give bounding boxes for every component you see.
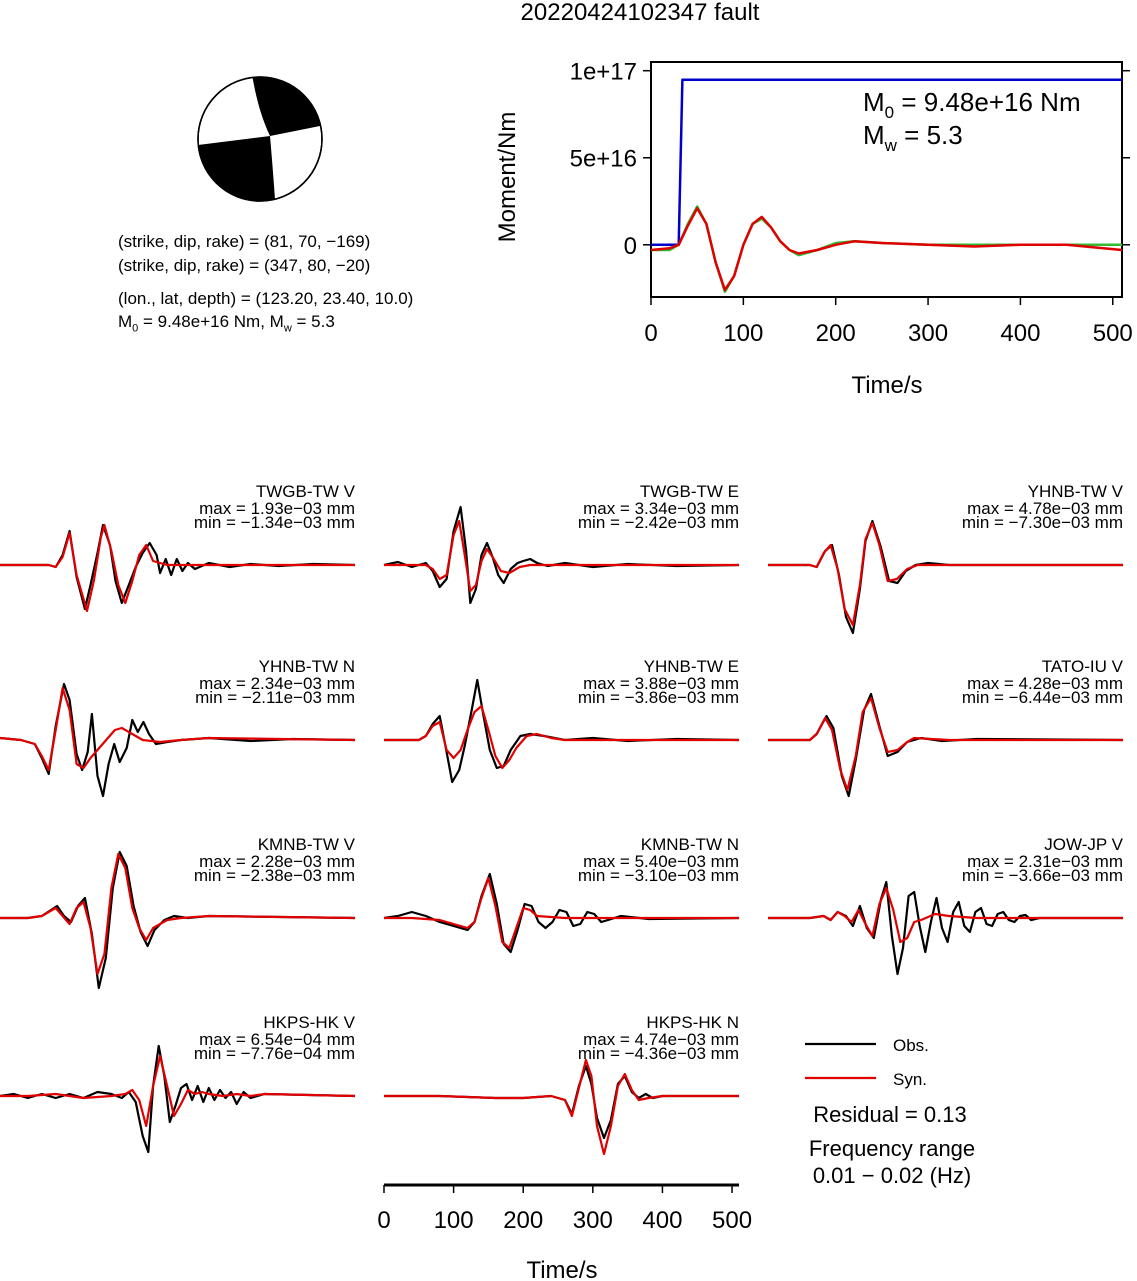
y-tick-label: 1e+17 bbox=[570, 59, 637, 86]
x-tick-label: 300 bbox=[573, 1207, 613, 1234]
amplitude-min: min = −4.36e−03 mm bbox=[578, 1044, 739, 1063]
station-label: YHNB-TW N bbox=[259, 657, 355, 676]
amplitude-min: min = −2.11e−03 mm bbox=[195, 688, 355, 707]
page-title: 20220424102347 fault bbox=[520, 0, 760, 26]
station-label: YHNB-TW E bbox=[644, 657, 739, 676]
frequency-range-title: Frequency range bbox=[809, 1136, 975, 1161]
station-label: YHNB-TW V bbox=[1028, 482, 1124, 501]
amplitude-min: min = −6.44e−03 mm bbox=[962, 688, 1123, 707]
frequency-range-value: 0.01 − 0.02 (Hz) bbox=[813, 1163, 971, 1188]
moment-series-blue bbox=[651, 78, 1122, 247]
x-tick-label: 100 bbox=[723, 320, 763, 347]
amplitude-max: max = 2.28e−03 mm bbox=[199, 852, 355, 871]
station-label: HKPS-HK N bbox=[646, 1013, 739, 1032]
moment-chart: 0 100 200 300 400 500 0 5e+16 1e+17 Time/s Moment/… bbox=[494, 59, 1133, 399]
x-tick-label: 500 bbox=[1093, 320, 1133, 347]
observed-trace bbox=[384, 1064, 739, 1140]
amplitude-min: min = −1.34e−03 mm bbox=[194, 513, 355, 532]
synthetic-trace bbox=[384, 1058, 739, 1156]
synthetic-trace bbox=[768, 696, 1123, 792]
nodal-plane-1: (strike, dip, rake) = (81, 70, −169) bbox=[118, 232, 371, 251]
x-tick-label: 400 bbox=[642, 1207, 682, 1234]
station-label: KMNB-TW N bbox=[641, 835, 739, 854]
amplitude-min: min = −7.30e−03 mm bbox=[962, 513, 1123, 532]
x-axis-label: Time/s bbox=[851, 372, 922, 399]
synthetic-trace bbox=[384, 704, 739, 770]
x-tick-label: 500 bbox=[712, 1207, 752, 1234]
beachball-diagram bbox=[197, 76, 323, 202]
x-tick-label: 200 bbox=[816, 320, 856, 347]
legend-syn-label: Syn. bbox=[893, 1070, 927, 1089]
station-label: HKPS-HK V bbox=[263, 1013, 355, 1032]
amplitude-min: min = −2.42e−03 mm bbox=[578, 513, 739, 532]
hypocenter-location: (lon., lat, depth) = (123.20, 23.40, 10.… bbox=[118, 289, 414, 308]
synthetic-trace bbox=[384, 876, 739, 950]
y-tick-label: 5e+16 bbox=[570, 146, 637, 173]
x-tick-label: 0 bbox=[644, 320, 657, 347]
amplitude-max: max = 4.28e−03 mm bbox=[967, 674, 1123, 693]
observed-trace bbox=[768, 519, 1123, 635]
amplitude-max: max = 5.40e−03 mm bbox=[583, 852, 739, 871]
mw-annotation: Mw = 5.3 bbox=[863, 120, 963, 155]
moment-plot-frame bbox=[650, 61, 1123, 298]
x-tick-label: 200 bbox=[503, 1207, 543, 1234]
observed-trace bbox=[383, 872, 740, 954]
amplitude-max: max = 3.34e−03 mm bbox=[583, 499, 739, 518]
synthetic-trace bbox=[768, 521, 1123, 627]
amplitude-max: max = 4.78e−03 mm bbox=[967, 499, 1123, 518]
station-label: TWGB-TW V bbox=[256, 482, 356, 501]
beachball-compressional-quadrant bbox=[198, 136, 276, 201]
x-tick-label: 300 bbox=[908, 320, 948, 347]
station-label: JOW-JP V bbox=[1044, 835, 1123, 854]
amplitude-min: min = −3.86e−03 mm bbox=[578, 688, 739, 707]
synthetic-trace bbox=[0, 852, 356, 976]
y-tick-label: 0 bbox=[624, 233, 637, 260]
synthetic-trace bbox=[0, 686, 356, 772]
amplitude-max: max = 4.74e−03 mm bbox=[583, 1030, 739, 1049]
legend-obs-label: Obs. bbox=[893, 1036, 929, 1055]
synthetic-trace bbox=[0, 1054, 356, 1128]
amplitude-min: min = −3.10e−03 mm bbox=[578, 866, 739, 885]
observed-trace bbox=[768, 880, 1123, 976]
amplitude-max: max = 6.54e−04 mm bbox=[199, 1030, 355, 1049]
amplitude-max: max = 1.93e−03 mm bbox=[199, 499, 355, 518]
amplitude-min: min = −3.66e−03 mm bbox=[962, 866, 1123, 885]
amplitude-max: max = 2.31e−03 mm bbox=[967, 852, 1123, 871]
amplitude-min: min = −7.76e−04 mm bbox=[194, 1044, 355, 1063]
amplitude-max: max = 2.34e−03 mm bbox=[199, 674, 355, 693]
synthetic-trace bbox=[384, 519, 739, 593]
synthetic-trace bbox=[768, 886, 1123, 944]
moment-magnitude-summary: M0 = 9.48e+16 Nm, Mw = 5.3 bbox=[118, 312, 335, 335]
station-label: KMNB-TW V bbox=[258, 835, 356, 854]
station-label: TATO-IU V bbox=[1042, 657, 1124, 676]
amplitude-max: max = 3.88e−03 mm bbox=[583, 674, 739, 693]
y-axis-label: Moment/Nm bbox=[494, 112, 521, 243]
residual-value: Residual = 0.13 bbox=[813, 1102, 967, 1127]
observed-trace bbox=[768, 692, 1124, 798]
x-axis-label: Time/s bbox=[526, 1257, 597, 1281]
m0-annotation: M0 = 9.48e+16 Nm bbox=[863, 87, 1081, 122]
station-label: TWGB-TW E bbox=[640, 482, 739, 501]
moment-series-red bbox=[650, 206, 1123, 292]
x-tick-label: 400 bbox=[1000, 320, 1040, 347]
synthetic-trace bbox=[0, 523, 355, 613]
amplitude-min: min = −2.38e−03 mm bbox=[194, 866, 355, 885]
x-tick-label: 100 bbox=[434, 1207, 474, 1234]
nodal-plane-2: (strike, dip, rake) = (347, 80, −20) bbox=[118, 256, 371, 275]
observed-trace bbox=[0, 850, 356, 990]
x-tick-label: 0 bbox=[377, 1207, 390, 1234]
